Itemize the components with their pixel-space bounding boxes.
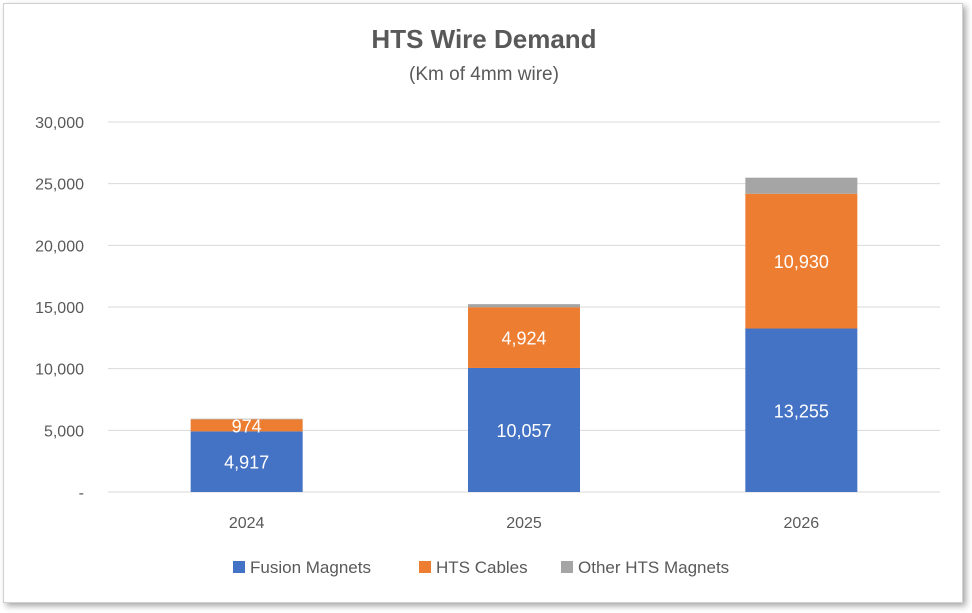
y-tick-label: 25,000	[35, 177, 84, 194]
bar-segment	[190, 431, 303, 492]
bar-segment	[745, 328, 858, 492]
y-tick-label: 10,000	[35, 362, 84, 379]
data-label: 10,057	[496, 421, 551, 441]
y-tick-label: 20,000	[35, 238, 84, 255]
legend-label: Other HTS Magnets	[578, 558, 729, 577]
data-label: 10,930	[774, 252, 829, 272]
data-label: 974	[232, 416, 262, 436]
bar-segment	[745, 177, 858, 194]
bar-segment	[745, 193, 858, 329]
x-tick-label: 2026	[784, 515, 820, 532]
y-tick-label: -	[79, 485, 84, 502]
bar-segment	[190, 418, 303, 420]
chart-subtitle: (Km of 4mm wire)	[409, 64, 559, 85]
data-label: 4,917	[224, 453, 269, 473]
legend-label: HTS Cables	[436, 558, 528, 577]
legend-swatch	[233, 561, 245, 573]
x-tick-label: 2024	[229, 515, 265, 532]
x-tick-label: 2025	[506, 515, 542, 532]
legend-swatch	[561, 561, 573, 573]
y-tick-label: 5,000	[44, 423, 84, 440]
data-label: 4,924	[501, 329, 546, 349]
legend-swatch	[419, 561, 431, 573]
bar-segment	[468, 367, 580, 492]
data-label: 13,255	[774, 401, 829, 421]
bar-segment	[468, 304, 580, 308]
chart-title: HTS Wire Demand	[371, 24, 597, 54]
y-tick-label: 15,000	[35, 300, 84, 317]
bar-segment	[468, 307, 580, 368]
bar-segment	[190, 419, 303, 432]
legend-label: Fusion Magnets	[250, 558, 371, 577]
y-tick-label: 30,000	[35, 115, 84, 132]
